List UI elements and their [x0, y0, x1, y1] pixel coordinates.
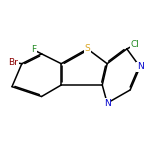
Text: N: N — [104, 99, 111, 108]
Text: F: F — [31, 45, 36, 54]
Text: Cl: Cl — [130, 40, 139, 49]
Text: Br: Br — [8, 58, 18, 67]
Text: N: N — [137, 62, 143, 71]
Text: S: S — [85, 44, 90, 53]
